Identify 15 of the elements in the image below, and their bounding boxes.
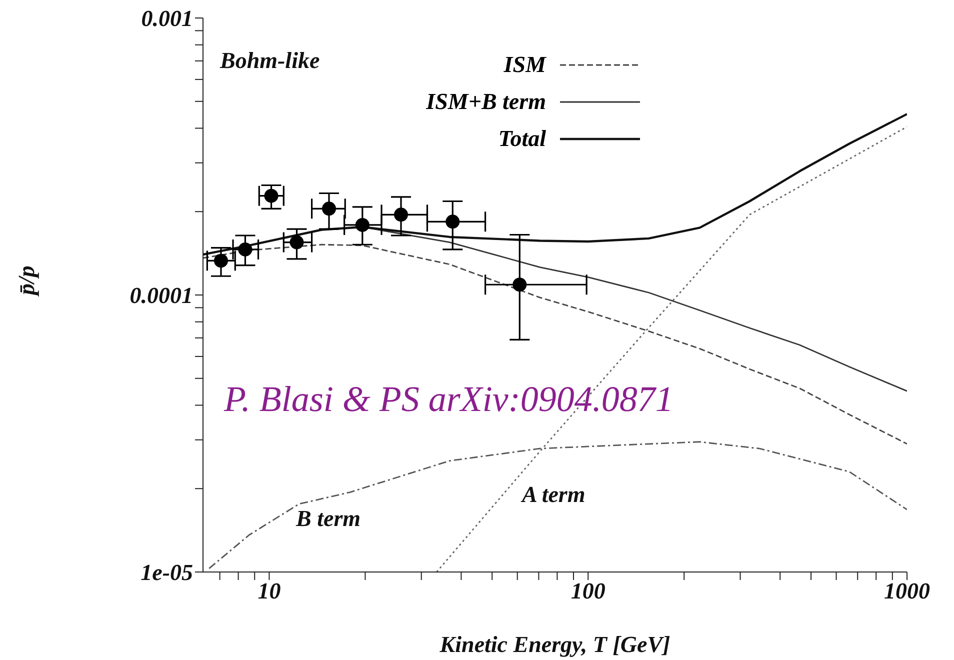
y-tick-label: 0.0001 <box>130 283 193 308</box>
x-tick-label: 1000 <box>884 578 930 604</box>
x-tick-label: 100 <box>570 578 606 604</box>
legend-label: ISM+B term <box>426 88 546 114</box>
annotation: B term <box>296 506 361 532</box>
y-tick-label: 0.001 <box>141 6 193 32</box>
legend-label: Total <box>498 126 546 152</box>
annotation: P. Blasi & PS arXiv:0904.0871 <box>224 378 674 420</box>
y-axis-title: p̄/p <box>14 266 40 297</box>
x-axis-title: Kinetic Energy, T [GeV] <box>438 632 671 657</box>
x-tick-label: 10 <box>258 578 282 604</box>
legend-label: ISM <box>504 52 546 78</box>
annotation: A term <box>522 482 586 508</box>
y-tick-label: 1e-05 <box>140 560 193 586</box>
annotation: Bohm-like <box>220 48 320 74</box>
